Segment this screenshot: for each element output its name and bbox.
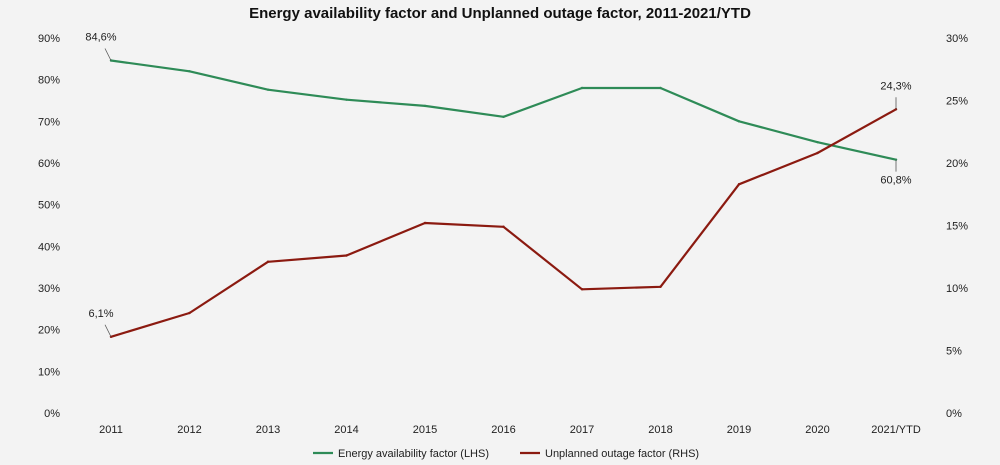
data-label: 6,1% [88, 308, 113, 320]
right-axis-tick-label: 5% [946, 346, 962, 358]
data-label-leader [104, 48, 112, 61]
chart-title: Energy availability factor and Unplanned… [249, 5, 751, 22]
right-axis-tick-label: 10% [946, 283, 968, 295]
x-axis-tick-label: 2011 [99, 424, 123, 436]
legend-label: Unplanned outage factor (RHS) [545, 448, 699, 460]
data-point [737, 183, 741, 186]
data-label: 60,8% [880, 175, 911, 187]
data-point [816, 140, 819, 144]
data-point [580, 86, 584, 90]
x-axis-tick-label: 2012 [177, 424, 201, 436]
right-axis-tick-label: 0% [946, 408, 962, 420]
left-axis-tick-label: 30% [38, 283, 60, 295]
x-axis-tick-label: 2015 [413, 424, 437, 436]
data-point [659, 285, 662, 288]
x-axis-tick-label: 2016 [491, 424, 515, 436]
data-point [345, 254, 348, 257]
data-point [816, 151, 819, 155]
data-point [502, 225, 505, 228]
data-point [423, 104, 427, 108]
x-axis-tick-label: 2021/YTD [871, 424, 921, 436]
right-axis-tick-label: 20% [946, 158, 968, 170]
left-axis-tick-label: 40% [38, 241, 60, 253]
left-axis-tick-label: 0% [44, 408, 60, 420]
x-axis-tick-label: 2019 [727, 424, 751, 436]
x-axis-tick-label: 2018 [648, 424, 672, 436]
left-axis-tick-label: 20% [38, 325, 60, 337]
data-point [423, 221, 427, 225]
data-point [188, 70, 191, 73]
data-point [659, 86, 662, 90]
left-axis-tick-label: 60% [38, 158, 60, 170]
legend-label: Energy availability factor (LHS) [338, 448, 489, 460]
data-label: 24,3% [880, 80, 911, 92]
data-point [266, 260, 270, 263]
data-point [345, 98, 348, 101]
data-point [580, 288, 584, 291]
left-axis-tick-label: 70% [38, 116, 60, 128]
data-point [188, 311, 191, 315]
left-axis-tick-label: 50% [38, 200, 60, 212]
series-line-unplanned-outage [109, 108, 898, 338]
x-axis-tick-label: 2014 [334, 424, 358, 436]
data-label: 84,6% [85, 32, 116, 44]
x-axis-tick-label: 2017 [570, 424, 594, 436]
data-point [737, 120, 741, 123]
data-label-leader [104, 324, 112, 337]
right-axis-tick-label: 30% [946, 33, 968, 45]
left-axis-tick-label: 90% [38, 33, 60, 45]
right-axis-tick-label: 15% [946, 221, 968, 233]
left-axis-tick-label: 10% [38, 366, 60, 378]
data-point [502, 115, 505, 118]
right-axis-tick-label: 25% [946, 96, 968, 108]
data-point [266, 88, 270, 91]
left-axis-tick-label: 80% [38, 75, 60, 87]
x-axis-tick-label: 2020 [805, 424, 829, 436]
series-line-energy-availability [109, 59, 898, 161]
x-axis-tick-label: 2013 [256, 424, 280, 436]
